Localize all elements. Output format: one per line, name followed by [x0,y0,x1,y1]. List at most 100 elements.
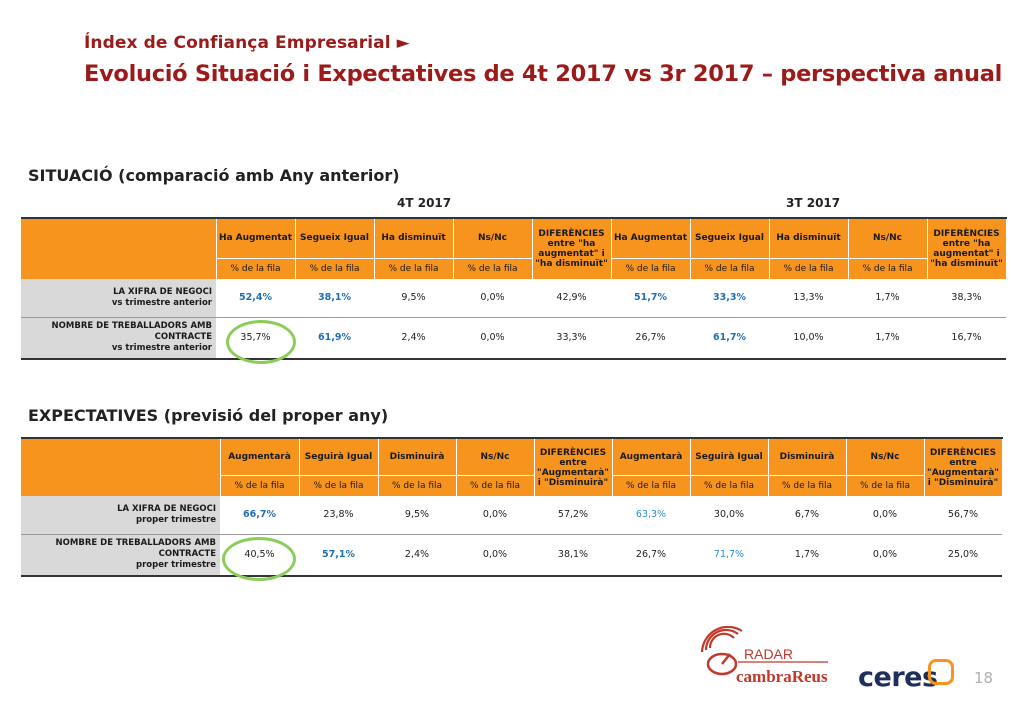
table-row: LA XIFRA DE NEGOCI vs trimestre anterior … [21,279,1006,318]
table-cell: 42,9% [532,279,611,318]
table-cell: 66,7% [220,496,299,535]
highlight-circle [222,537,296,581]
table-row: NOMBRE DE TREBALLADORS AMB CONTRACTE vs tr… [21,317,1006,360]
table-cell: 9,5% [374,279,453,318]
table-cell: 0,0% [453,279,532,318]
column-header-diff: DIFERÈNCIES entre "ha augmentat" i "ha d… [927,217,1007,279]
table-cell: 71,7% [690,534,768,577]
period-label-4t: 4T 2017 [397,196,452,210]
table-cell: 61,9% [295,317,374,360]
row-label-line: CONTRACTE [154,332,212,343]
table-cell: 10,0% [769,317,848,360]
cambra-logo-text: cambraReus [736,667,828,686]
table-cell: 0,0% [846,496,924,535]
table-cell: 0,0% [456,496,534,535]
column-header: Ns/Nc [453,217,533,258]
column-header-diff: DIFERÈNCIES entre "ha augmentat" i "ha d… [532,217,612,279]
table-cell: 9,5% [378,496,456,535]
page-number: 18 [974,669,994,687]
table-cell: 63,3% [612,496,690,535]
radar-logo-text: RADAR [744,646,793,662]
table-cell: 25,0% [924,534,1002,577]
table-cell: 26,7% [611,317,690,360]
column-header-diff: DIFERÈNCIES entre "Augmentarà" i "Dismin… [924,437,1003,496]
column-header: Augmentarà [220,437,300,475]
column-header: Disminuirà [378,437,457,475]
expectatives-table: Augmentarà Seguirà Igual Disminuirà Ns/N… [21,437,1003,577]
row-label-line: proper trimestre [136,560,216,571]
column-header: Ns/Nc [456,437,535,475]
table-cell: 38,1% [534,534,612,577]
table-cell: 56,7% [924,496,1002,535]
satellite-dish-icon [706,652,738,676]
situacio-table: Ha Augmentat Segueix Igual Ha disminuït … [21,217,1007,360]
table-cell: 33,3% [690,279,769,318]
subheader-cell: % de la fila [378,474,457,496]
table-cell: 1,7% [848,317,927,360]
table-cell: 57,2% [534,496,612,535]
ceres-logo-mark-icon [928,659,954,685]
table-cell: 26,7% [612,534,690,577]
period-headers: 4T 2017 3T 2017 [216,196,1007,218]
row-label: LA XIFRA DE NEGOCI proper trimestre [21,496,220,535]
table-cell: 33,3% [532,317,611,360]
kicker-title: Índex de Confiança Empresarial ► [84,33,410,53]
expectatives-subheader-row: % de la fila % de la fila % de la fila %… [21,474,1002,496]
row-label-line: LA XIFRA DE NEGOCI [113,286,212,297]
subheader-cell: % de la fila [846,474,925,496]
table-cell: 57,1% [299,534,378,577]
table-cell: 13,3% [769,279,848,318]
ceres-logo-text: ceres [858,662,938,693]
table-cell: 1,7% [848,279,927,318]
table-row: LA XIFRA DE NEGOCI proper trimestre 66,7%… [21,496,1002,535]
column-header: Augmentarà [612,437,691,475]
subheader-cell: % de la fila [374,257,454,279]
column-header: Segueix Igual [295,217,375,258]
situacio-subheader-row: % de la fila % de la fila % de la fila %… [21,257,1006,279]
subheader-cell: % de la fila [690,474,769,496]
header-blank-cell [21,437,221,496]
column-header: Ha Augmentat [216,217,296,258]
table-cell: 1,7% [768,534,846,577]
table-cell: 38,1% [295,279,374,318]
row-label-line: CONTRACTE [158,549,216,560]
row-label: NOMBRE DE TREBALLADORS AMB CONTRACTE prope… [21,534,220,577]
column-header: Segueix Igual [690,217,770,258]
column-header: Disminuirà [768,437,847,475]
table-cell: 0,0% [456,534,534,577]
subheader-cell: % de la fila [611,257,691,279]
table-cell: 61,7% [690,317,769,360]
column-header: Seguirà Igual [299,437,379,475]
table-row: NOMBRE DE TREBALLADORS AMB CONTRACTE prope… [21,534,1002,577]
situacio-header-row: Ha Augmentat Segueix Igual Ha disminuït … [21,217,1007,279]
table-cell: 38,3% [927,279,1006,318]
column-header: Ha disminuït [769,217,849,258]
table-cell: 16,7% [927,317,1006,360]
column-header: Ns/Nc [848,217,928,258]
row-label-line: vs trimestre anterior [111,343,212,354]
subheader-cell: % de la fila [848,257,928,279]
subheader-cell: % de la fila [690,257,770,279]
expectatives-header-row: Augmentarà Seguirà Igual Disminuirà Ns/N… [21,437,1003,496]
table-cell: 23,8% [299,496,378,535]
table-cell: 0,0% [453,317,532,360]
subheader-cell: % de la fila [295,257,375,279]
period-label-3t: 3T 2017 [786,196,841,210]
table-cell: 52,4% [216,279,295,318]
row-label-line: NOMBRE DE TREBALLADORS AMB [55,538,216,549]
row-label-line: LA XIFRA DE NEGOCI [117,503,216,514]
table-cell: 30,0% [690,496,768,535]
table-cell: 6,7% [768,496,846,535]
subheader-cell: % de la fila [456,474,535,496]
subheader-cell: % de la fila [769,257,849,279]
radar-cambra-logo: RADAR cambraReus [700,626,828,686]
subheader-cell: % de la fila [299,474,379,496]
row-label-line: vs trimestre anterior [111,297,212,308]
page-title: Evolució Situació i Expectatives de 4t 2… [84,61,1003,87]
row-label: LA XIFRA DE NEGOCI vs trimestre anterior [21,279,216,318]
highlight-circle [226,320,296,364]
column-header: Ns/Nc [846,437,925,475]
subheader-cell: % de la fila [453,257,533,279]
column-header: Ha disminuït [374,217,454,258]
subheader-cell: % de la fila [220,474,300,496]
